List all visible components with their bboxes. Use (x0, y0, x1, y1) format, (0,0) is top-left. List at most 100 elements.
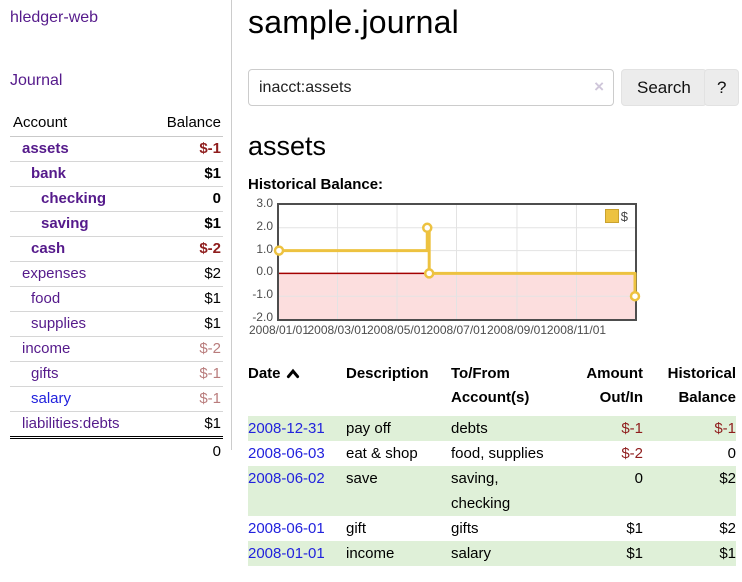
register-header-date-label: Date (248, 365, 281, 382)
search-bar: × Search ? (248, 69, 742, 106)
accounts-header-account: Account (10, 111, 149, 137)
transaction-date-link[interactable]: 2008-06-03 (248, 445, 325, 462)
register-amount-cell: $-2 (621, 445, 643, 462)
account-name-cell: income (10, 336, 149, 362)
main-content: sample.journal × Search ? assets Histori… (248, 0, 742, 566)
account-link[interactable]: liabilities:debts (22, 415, 120, 432)
account-link[interactable]: cash (31, 240, 66, 257)
register-date-cell: 2008-06-02 (248, 466, 346, 516)
account-link[interactable]: saving (41, 215, 89, 232)
chart-plot: $ (273, 203, 641, 321)
search-button[interactable]: Search (621, 69, 707, 106)
register-balance-cell: $-1 (643, 416, 736, 441)
register-description-cell: gift (346, 520, 367, 537)
account-row: saving $1 (10, 211, 223, 237)
register-description-cell: pay off (346, 416, 451, 441)
register-accounts-cell: saving, checking (451, 466, 563, 516)
account-name-cell: assets (10, 136, 149, 162)
historical-balance-chart: 3.0 2.0 1.0 0.0 -1.0 -2.0 $ 2008/01/01 2008/03… (248, 197, 742, 339)
app-brand-link[interactable]: hledger-web (10, 9, 99, 26)
account-balance-cell: $-2 (148, 336, 223, 362)
register-accounts-cell: salary (451, 541, 563, 566)
y-axis-tick-label: 3.0 (256, 196, 273, 210)
register-header-date[interactable]: Date (248, 362, 346, 416)
account-link[interactable]: bank (31, 165, 67, 182)
accounts-total-row: 0 (10, 436, 223, 464)
transaction-date-link[interactable]: 2008-01-01 (248, 545, 325, 562)
x-axis-tick-label: 2008/03/01 (307, 323, 368, 337)
transaction-date-link[interactable]: 2008-06-02 (248, 470, 325, 487)
account-balance-cell: $1 (148, 311, 223, 337)
register-balance-cell: $2 (643, 466, 736, 516)
sidebar-item-journal[interactable]: Journal (10, 72, 63, 89)
search-help-button[interactable]: ? (704, 69, 740, 106)
register-description-cell: income (346, 541, 451, 566)
account-balance-cell: $-1 (148, 136, 223, 162)
y-axis-tick-label: 0.0 (256, 264, 273, 279)
account-balance-cell: $1 (148, 161, 223, 187)
y-axis-tick-label: 1.0 (256, 241, 273, 256)
account-link[interactable]: assets (22, 140, 69, 157)
table-row: 2008-12-31 pay off debts $-1 $-1 (248, 416, 736, 441)
account-balance-cell: $1 (148, 411, 223, 438)
register-header-accounts: To/From Account(s) (451, 365, 530, 406)
chart-legend: $ (604, 208, 628, 224)
account-link[interactable]: gifts (31, 365, 59, 382)
account-name-cell: liabilities:debts (10, 411, 149, 438)
register-amount-cell: $1 (626, 520, 643, 537)
account-name-cell: saving (10, 211, 149, 237)
search-input[interactable] (248, 69, 614, 106)
account-balance-cell: $-1 (148, 386, 223, 412)
legend-swatch-icon (604, 209, 619, 223)
account-link[interactable]: salary (31, 390, 72, 407)
table-row: 2008-06-03 eat & shop food, supplies $-2… (248, 441, 736, 466)
account-name-cell: gifts (10, 361, 149, 387)
account-name-cell: supplies (10, 311, 149, 337)
accounts-total-value: 0 (148, 436, 223, 464)
account-balance-cell: 0 (148, 186, 223, 212)
account-link[interactable]: supplies (31, 315, 87, 332)
account-balance-cell: $1 (148, 286, 223, 312)
register-description-cell: eat & shop (346, 445, 418, 462)
x-axis-tick-label: 2008/05/01 (366, 323, 428, 337)
chart-canvas (273, 205, 641, 319)
register-header-row: Date Description To/From Account(s) Amou… (248, 362, 736, 416)
account-row: checking 0 (10, 186, 223, 212)
table-row: 2008-06-01 gift gifts $1 $2 (248, 516, 736, 541)
y-axis-tick-label: 2.0 (256, 218, 273, 233)
clear-search-icon[interactable]: × (594, 77, 604, 96)
account-balance-cell: $-2 (148, 236, 223, 262)
register-balance-cell: 0 (727, 445, 736, 462)
register-balance-cell: $2 (719, 520, 736, 537)
y-axis-tick-label: -1.0 (252, 287, 273, 302)
transaction-date-link[interactable]: 2008-12-31 (248, 420, 325, 437)
accounts-header-balance: Balance (148, 111, 223, 137)
accounts-table: Account Balance assets $-1 bank $1 check… (10, 111, 223, 464)
account-row: income $-2 (10, 336, 223, 362)
account-link[interactable]: checking (41, 190, 107, 207)
register-accounts-cell: food, supplies (451, 445, 544, 462)
account-row: food $1 (10, 286, 223, 312)
account-name-cell: expenses (10, 261, 149, 287)
register-date-cell: 2008-06-01 (248, 516, 346, 541)
account-name-cell: checking (10, 186, 149, 212)
account-link[interactable]: food (31, 290, 61, 307)
x-axis-tick-label: 2008/07/01 (426, 323, 487, 337)
account-link[interactable]: expenses (22, 265, 87, 282)
x-axis-tick-label: 2008/01/01 (248, 323, 310, 337)
x-axis-tick-label: 2008/11/01 (546, 323, 607, 337)
y-axis-tick-label: -2.0 (252, 310, 273, 324)
account-balance-cell: $1 (148, 211, 223, 237)
register-body: 2008-12-31 pay off debts $-1 $-1 2008-06… (248, 416, 736, 566)
register-accounts-cell: gifts (451, 520, 479, 537)
sort-ascending-icon (286, 368, 299, 379)
x-axis-tick-label: 2008/09/01 (486, 323, 547, 337)
transaction-date-link[interactable]: 2008-06-01 (248, 520, 325, 537)
table-row: 2008-01-01 income salary $1 $1 (248, 541, 736, 566)
accounts-header-row: Account Balance (10, 111, 223, 137)
account-link[interactable]: income (22, 340, 71, 357)
register-amount-cell: 0 (563, 466, 643, 516)
search-box: × (248, 69, 614, 106)
accounts-total-spacer (10, 436, 149, 464)
legend-label: $ (620, 208, 628, 224)
